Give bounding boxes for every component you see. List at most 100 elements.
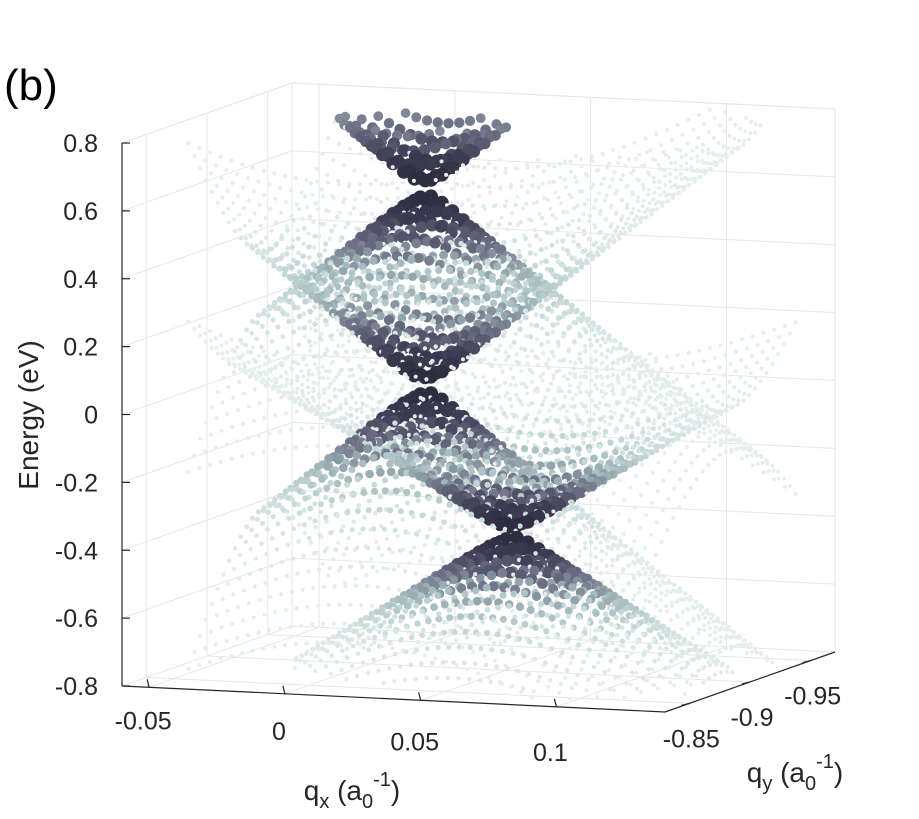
band-point	[451, 304, 460, 312]
band-point	[579, 360, 583, 365]
band-point	[358, 281, 367, 290]
band-point	[555, 418, 561, 424]
band-point	[392, 473, 399, 480]
band-point	[304, 444, 309, 449]
band-point	[649, 388, 654, 393]
band-point	[521, 620, 529, 628]
band-point	[712, 433, 717, 438]
band-point	[694, 477, 699, 482]
band-point	[637, 152, 642, 157]
band-point	[513, 637, 518, 642]
band-point	[658, 608, 663, 613]
band-point	[430, 283, 437, 290]
band-point	[591, 322, 597, 328]
band-point	[616, 161, 621, 166]
band-point	[488, 427, 493, 432]
band-point	[313, 295, 321, 304]
band-point	[484, 259, 491, 266]
band-point	[594, 168, 599, 173]
band-point	[465, 167, 470, 172]
band-point	[467, 599, 474, 607]
band-point	[339, 528, 344, 534]
band-point	[532, 262, 539, 269]
band-point	[380, 398, 385, 403]
band-point	[532, 585, 537, 590]
band-point	[648, 566, 652, 571]
band-point	[433, 459, 438, 464]
band-point	[192, 453, 197, 458]
band-point	[563, 446, 572, 454]
band-point	[371, 407, 376, 413]
band-point	[495, 604, 502, 611]
band-point	[407, 171, 422, 186]
band-point	[680, 133, 685, 137]
band-point	[226, 357, 231, 362]
band-point	[323, 272, 329, 278]
band-point	[619, 413, 625, 419]
band-point	[721, 621, 726, 626]
band-point	[283, 383, 288, 388]
band-point	[396, 392, 401, 397]
band-point	[609, 546, 614, 552]
band-point	[634, 403, 639, 408]
band-point	[389, 323, 394, 328]
band-point	[317, 280, 324, 287]
band-point	[403, 469, 410, 477]
band-point	[564, 607, 573, 615]
band-point	[418, 559, 422, 564]
band-point	[545, 635, 551, 640]
band-point	[671, 195, 675, 200]
band-point	[538, 571, 543, 576]
band-point	[569, 626, 574, 631]
band-point	[659, 394, 664, 399]
band-point	[772, 327, 777, 332]
band-point	[729, 340, 734, 345]
band-point	[405, 375, 410, 381]
band-point	[543, 395, 548, 400]
band-point	[637, 375, 643, 381]
band-point	[582, 232, 587, 237]
band-point	[245, 633, 250, 638]
band-point	[531, 621, 536, 625]
band-point	[643, 357, 648, 362]
band-point	[586, 423, 591, 428]
band-point	[549, 350, 555, 355]
band-point	[585, 409, 590, 414]
band-point	[684, 161, 689, 166]
band-point	[522, 314, 529, 321]
band-point	[353, 425, 358, 430]
band-point	[712, 457, 717, 462]
band-point	[237, 552, 243, 558]
band-point	[343, 386, 348, 391]
band-point	[591, 430, 598, 437]
band-point	[678, 172, 683, 177]
band-point	[531, 424, 536, 429]
band-point	[472, 586, 480, 595]
band-point	[539, 522, 545, 528]
band-point	[629, 171, 634, 175]
band-point	[514, 352, 519, 357]
band-point	[598, 212, 602, 217]
band-point	[648, 385, 653, 390]
band-point	[328, 333, 334, 339]
band-point	[668, 179, 672, 184]
band-point	[356, 632, 362, 639]
band-point	[248, 234, 253, 239]
band-point	[605, 348, 610, 353]
band-point	[373, 111, 384, 122]
band-point	[411, 112, 422, 123]
band-point	[657, 425, 662, 431]
band-point	[451, 628, 458, 635]
band-point	[388, 490, 394, 496]
band-point	[440, 282, 449, 290]
band-point	[579, 164, 584, 169]
band-point	[654, 377, 659, 382]
band-point	[616, 554, 621, 559]
band-point	[264, 551, 269, 556]
band-point	[734, 349, 739, 354]
band-points	[186, 107, 798, 701]
band-point	[587, 534, 593, 539]
band-point	[484, 421, 491, 428]
band-point	[623, 163, 628, 168]
band-point	[260, 254, 266, 260]
